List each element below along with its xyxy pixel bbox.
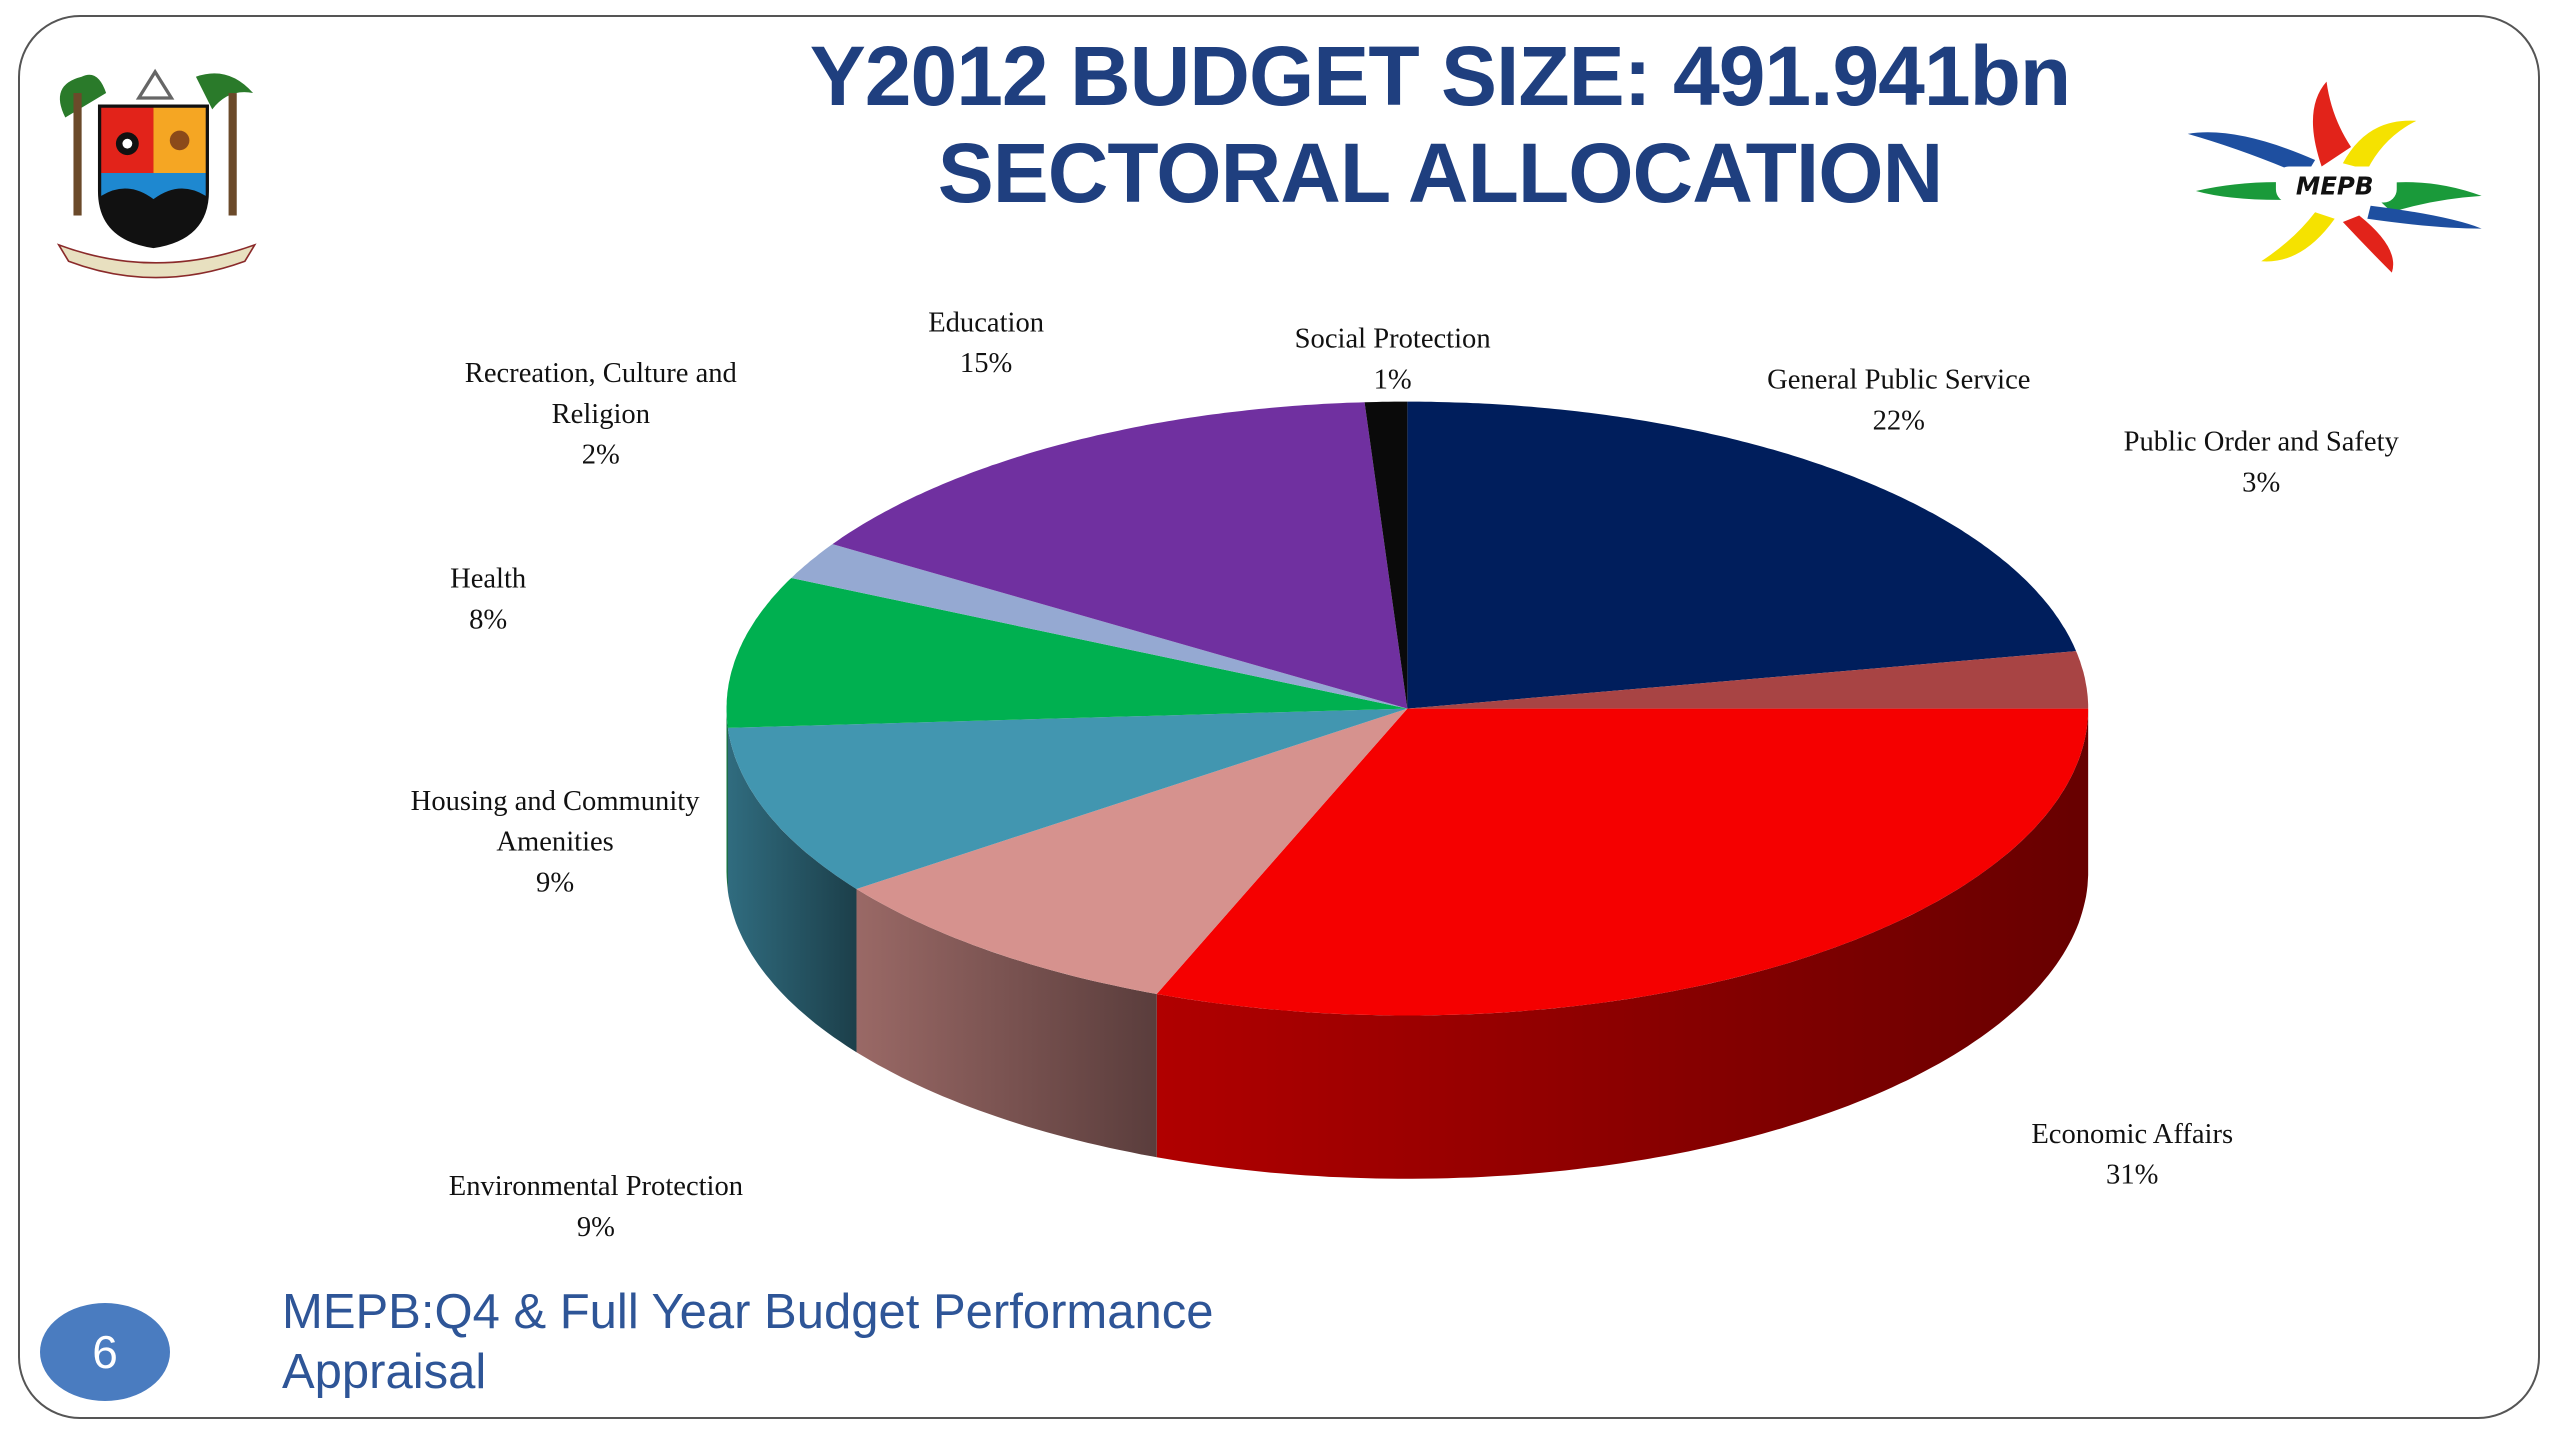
- data-label-economic-affairs: Economic Affairs 31%: [2031, 1119, 2233, 1191]
- data-label-education: Education 15%: [928, 307, 1044, 379]
- data-label-percent: 31%: [2106, 1160, 2158, 1191]
- pie-slice-public-order-and-safety: [1407, 651, 2089, 709]
- data-label-percent: 22%: [1873, 405, 1925, 436]
- pie-slice-education: [832, 402, 1408, 709]
- data-label-name: Religion: [552, 399, 650, 430]
- data-label-public-order-and-safety: Public Order and Safety 3%: [2124, 427, 2400, 499]
- data-label-name: Housing and Community: [411, 786, 701, 817]
- pie-slice-housing-and-community-amenities: [727, 708, 1408, 889]
- pie-slice-recreation-culture-and-religion: [791, 544, 1408, 709]
- data-label-name: Amenities: [496, 827, 613, 858]
- data-label-percent: 9%: [577, 1212, 615, 1243]
- data-label-name: Health: [450, 564, 526, 595]
- data-label-environmental-protection: Environmental Protection 9%: [449, 1171, 743, 1243]
- lagos-crest-logo: [56, 68, 257, 279]
- data-label-name: Recreation, Culture and: [465, 358, 737, 389]
- data-label-percent: 8%: [469, 605, 507, 636]
- data-label-recreation-culture-and-religion: Recreation, Culture and Religion 2%: [465, 358, 737, 471]
- chart-title-line2: SECTORAL ALLOCATION: [937, 126, 1944, 220]
- pie-side-environmental-protection: [856, 888, 1157, 1158]
- pie-slice-general-public-service: [1407, 401, 2077, 709]
- pie-side-health: [726, 708, 728, 892]
- pie-slice-environmental-protection: [856, 708, 1408, 994]
- data-label-health: Health 8%: [450, 564, 526, 636]
- data-label-percent: 9%: [536, 867, 574, 898]
- data-label-percent: 1%: [1374, 365, 1412, 396]
- data-label-name: Education: [928, 307, 1044, 338]
- pie-side-housing-and-community-amenities: [727, 727, 857, 1053]
- data-label-name: Environmental Protection: [449, 1171, 743, 1202]
- pie-side-economic-affairs: [1156, 708, 2089, 1179]
- mepb-logo: MEPB: [2187, 81, 2482, 273]
- footer-text: MEPB:Q4 & Full Year Budget Performance A…: [282, 1285, 1214, 1399]
- data-label-name: Social Protection: [1295, 324, 1491, 355]
- pie-slice-social-protection: [1364, 401, 1408, 709]
- data-label-percent: 2%: [582, 440, 620, 471]
- data-label-percent: 15%: [960, 348, 1012, 379]
- pie-slice-health: [726, 577, 1408, 728]
- pie-slice-economic-affairs: [1156, 708, 2089, 1016]
- data-label-housing-and-community-amenities: Housing and Community Amenities 9%: [411, 786, 701, 899]
- chart-title-line1: Y2012 BUDGET SIZE: 491.941bn: [809, 29, 2072, 123]
- page-number-badge: 6: [40, 1303, 170, 1401]
- data-label-name: Public Order and Safety: [2124, 427, 2400, 458]
- svg-text:MEPB: MEPB: [2296, 171, 2374, 200]
- data-label-name: Economic Affairs: [2031, 1119, 2233, 1150]
- data-label-percent: 3%: [2242, 467, 2280, 498]
- data-label-social-protection: Social Protection 1%: [1295, 324, 1491, 396]
- data-label-general-public-service: General Public Service 22%: [1767, 365, 2030, 437]
- slide-frame: [18, 15, 2540, 1419]
- data-label-name: General Public Service: [1767, 365, 2030, 396]
